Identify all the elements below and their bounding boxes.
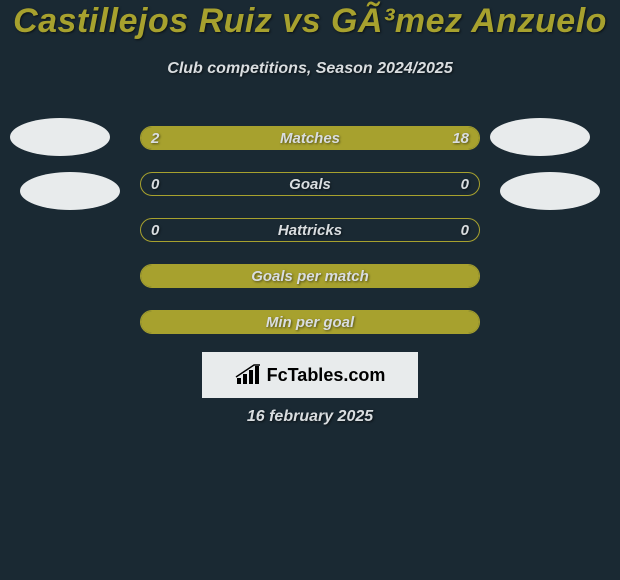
stat-row-hattricks: 00Hattricks bbox=[140, 218, 480, 242]
bar-chart-icon bbox=[235, 364, 261, 386]
player-right-avatar-ellipse-1 bbox=[490, 118, 590, 156]
date-text: 16 february 2025 bbox=[0, 408, 620, 426]
page-title: Castillejos Ruiz vs GÃ³mez Anzuelo bbox=[0, 2, 620, 41]
logo-text: FcTables.com bbox=[267, 365, 386, 386]
player-right-avatar-ellipse-2 bbox=[500, 172, 600, 210]
stat-row-goals: 00Goals bbox=[140, 172, 480, 196]
stat-row-matches: 218Matches bbox=[140, 126, 480, 150]
page-subtitle: Club competitions, Season 2024/2025 bbox=[0, 60, 620, 78]
stat-label: Goals bbox=[141, 173, 479, 197]
comparison-infographic: Castillejos Ruiz vs GÃ³mez Anzuelo Club … bbox=[0, 0, 620, 580]
stat-row-min-per-goal: Min per goal bbox=[140, 310, 480, 334]
player-left-avatar-ellipse-1 bbox=[10, 118, 110, 156]
stat-label: Min per goal bbox=[141, 311, 479, 335]
stat-row-goals-per-match: Goals per match bbox=[140, 264, 480, 288]
logo-badge: FcTables.com bbox=[202, 352, 418, 398]
stat-label: Hattricks bbox=[141, 219, 479, 243]
stat-label: Matches bbox=[141, 127, 479, 151]
stat-label: Goals per match bbox=[141, 265, 479, 289]
player-left-avatar-ellipse-2 bbox=[20, 172, 120, 210]
